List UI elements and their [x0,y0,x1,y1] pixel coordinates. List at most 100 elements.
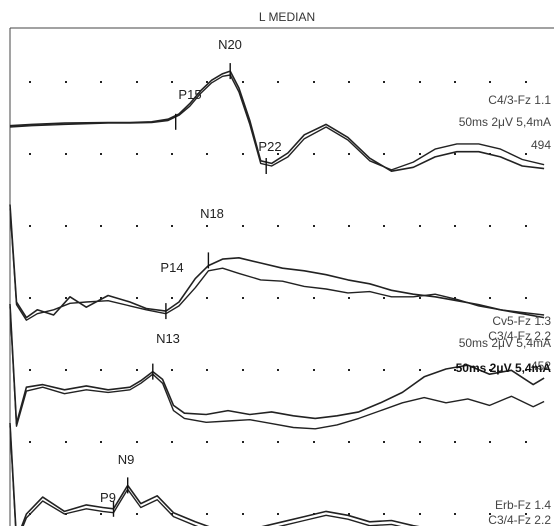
grid-dot [489,369,491,371]
grid-dot [489,513,491,515]
grid-dot [65,153,67,155]
grid-dot [136,441,138,443]
marker-label-p15: P15 [178,87,201,102]
grid-dot [100,225,102,227]
grid-dot [29,153,31,155]
grid-dot [489,441,491,443]
channel-3-settings: 50ms 2μV 5,4mA [459,336,551,350]
grid-dot [383,441,385,443]
trace-3-sweep-2 [9,306,545,430]
grid-dot [454,441,456,443]
grid-dot [277,513,279,515]
trace-2-sweep-2 [9,208,545,321]
trace-3-sweep-1 [9,303,545,425]
grid-dot [313,225,315,227]
channel-4-overlay-channel: C3/4-Fz 2.2 [488,513,551,526]
grid-dot [206,441,208,443]
marker-label-n9: N9 [118,452,135,467]
marker-label-n18: N18 [200,206,224,221]
grid-dot [419,225,421,227]
grid-dot [171,513,173,515]
grid-dot [242,441,244,443]
grid-dot [489,81,491,83]
grid-dot [29,225,31,227]
grid-dot [206,369,208,371]
grid-dot [277,225,279,227]
grid-dot [489,297,491,299]
grid-dot [383,81,385,83]
grid-dot [136,225,138,227]
grid-dots [29,81,527,515]
chart-title: L MEDIAN [259,10,315,24]
grid-dot [348,369,350,371]
grid-dot [65,225,67,227]
grid-dot [383,369,385,371]
channel-1-count: 494 [531,138,551,152]
grid-dot [313,297,315,299]
trace-2-sweep-1 [9,204,545,319]
grid-dot [419,513,421,515]
grid-dot [171,369,173,371]
grid-dot [348,513,350,515]
grid-dot [419,369,421,371]
marker-label-n20: N20 [218,37,242,52]
grid-dot [242,297,244,299]
grid-dot [313,441,315,443]
channel-3-settings: 50ms 2μV 5,4mA [456,361,552,375]
trace-1-sweep-2 [9,74,545,171]
grid-dot [454,225,456,227]
grid-dot [454,297,456,299]
grid-dot [65,441,67,443]
grid-dot [206,297,208,299]
grid-dot [454,153,456,155]
grid-dot [277,369,279,371]
channel-4-channel: Erb-Fz 1.4 [495,498,551,512]
grid-dot [525,81,527,83]
grid-dot [136,81,138,83]
grid-dot [136,153,138,155]
grid-dot [383,297,385,299]
marker-label-p22: P22 [258,139,281,154]
grid-dot [383,225,385,227]
grid-dot [29,441,31,443]
trace-layer [9,70,545,526]
grid-dot [136,297,138,299]
grid-dot [206,153,208,155]
grid-dot [65,369,67,371]
grid-dot [348,297,350,299]
grid-dot [277,81,279,83]
grid-dot [525,297,527,299]
grid-dot [454,369,456,371]
grid-dot [313,81,315,83]
grid-dot [29,369,31,371]
grid-dot [100,153,102,155]
grid-dot [419,81,421,83]
trace-4-sweep-2 [9,425,402,526]
grid-dot [419,441,421,443]
grid-dot [454,81,456,83]
channel-3-channel: C3/4-Fz 2.2 [488,329,551,343]
grid-dot [242,513,244,515]
grid-dot [383,153,385,155]
label-layer: P15 N20 P22 P14 N18 N13 P9 N9 C4/3-Fz 1.1 50ms 2μ… [100,37,551,526]
grid-dot [65,81,67,83]
grid-dot [525,369,527,371]
grid-dot [454,513,456,515]
grid-dot [100,297,102,299]
grid-dot [171,225,173,227]
grid-dot [277,297,279,299]
grid-dot [242,81,244,83]
grid-dot [100,513,102,515]
grid-dot [348,153,350,155]
channel-2-count: 452 [531,359,551,373]
channel-1-settings: 50ms 2μV 5,4mA [459,115,551,129]
grid-dot [242,153,244,155]
grid-dot [525,513,527,515]
grid-dot [136,369,138,371]
grid-dot [348,81,350,83]
grid-dot [171,441,173,443]
grid-dot [206,513,208,515]
grid-dot [136,513,138,515]
